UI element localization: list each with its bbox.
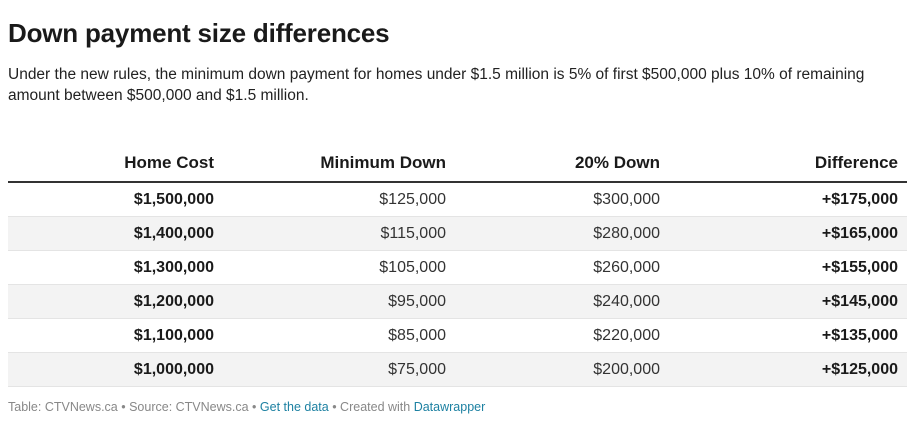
chart-description: Under the new rules, the minimum down pa… [8,66,865,104]
cell-home-cost: $1,000,000 [8,352,223,387]
cell-minimum-down: $105,000 [223,250,455,285]
table-row: $1,500,000 $125,000 $300,000 +$175,000 [8,182,907,217]
chart-footer: Table: CTVNews.ca • Source: CTVNews.ca •… [8,400,485,414]
cell-difference: +$145,000 [669,284,907,319]
footer-separator: • [248,400,260,414]
cell-minimum-down: $115,000 [223,216,455,251]
cell-20-down: $260,000 [455,250,669,285]
cell-20-down: $220,000 [455,318,669,353]
cell-minimum-down: $85,000 [223,318,455,353]
table-header-row: Home Cost Minimum Down 20% Down Differen… [8,133,907,183]
cell-home-cost: $1,500,000 [8,182,223,217]
cell-20-down: $240,000 [455,284,669,319]
cell-home-cost: $1,400,000 [8,216,223,251]
cell-20-down: $200,000 [455,352,669,387]
footer-table-credit: Table: CTVNews.ca [8,400,118,414]
cell-minimum-down: $125,000 [223,182,455,217]
cell-difference: +$125,000 [669,352,907,387]
cell-minimum-down: $95,000 [223,284,455,319]
table-row: $1,200,000 $95,000 $240,000 +$145,000 [8,284,907,319]
column-header-difference[interactable]: Difference [669,133,907,183]
chart-title: Down payment size differences [8,18,390,48]
cell-difference: +$165,000 [669,216,907,251]
cell-difference: +$155,000 [669,250,907,285]
cell-20-down: $300,000 [455,182,669,217]
cell-difference: +$175,000 [669,182,907,217]
footer-separator: • [328,400,341,414]
table-row: $1,000,000 $75,000 $200,000 +$125,000 [8,352,907,387]
footer-separator: • [117,400,130,414]
column-header-home-cost[interactable]: Home Cost [8,133,223,183]
footer-created-with: Created with [340,400,414,414]
cell-home-cost: $1,100,000 [8,318,223,353]
column-header-minimum-down[interactable]: Minimum Down [223,133,455,183]
cell-difference: +$135,000 [669,318,907,353]
cell-home-cost: $1,200,000 [8,284,223,319]
column-header-20-down[interactable]: 20% Down [455,133,669,183]
table-row: $1,400,000 $115,000 $280,000 +$165,000 [8,216,907,251]
cell-minimum-down: $75,000 [223,352,455,387]
cell-home-cost: $1,300,000 [8,250,223,285]
get-the-data-link[interactable]: Get the data [259,400,329,414]
table-row: $1,300,000 $105,000 $260,000 +$155,000 [8,250,907,285]
footer-source: Source: CTVNews.ca [129,400,249,414]
datawrapper-link[interactable]: Datawrapper [413,400,486,414]
data-table: Home Cost Minimum Down 20% Down Differen… [8,133,907,387]
cell-20-down: $280,000 [455,216,669,251]
table-row: $1,100,000 $85,000 $220,000 +$135,000 [8,318,907,353]
table-body: $1,500,000 $125,000 $300,000 +$175,000 $1,40… [8,182,907,387]
